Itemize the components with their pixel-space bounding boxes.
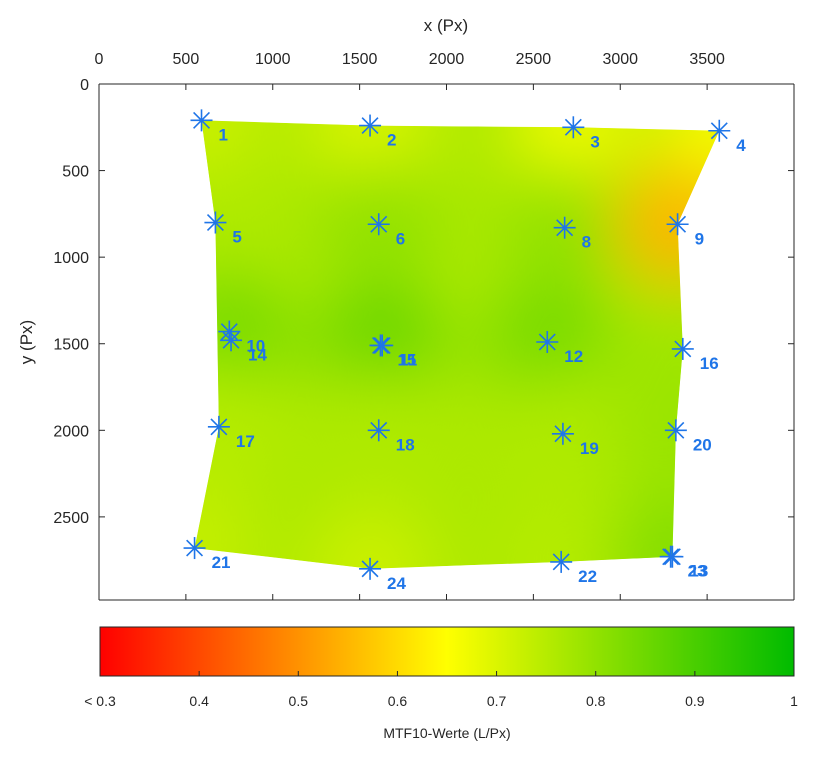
point-label: 15	[397, 350, 416, 369]
colorbar-tick-label: 0.5	[289, 693, 309, 709]
x-tick-label: 2000	[429, 51, 465, 68]
point-label: 20	[693, 435, 712, 454]
colorbar-tick-label: < 0.3	[84, 693, 116, 709]
y-ticks: 0 500 1000 1500 2000 2500	[53, 77, 794, 527]
x-tick-label: 1000	[255, 51, 291, 68]
point-marker	[369, 334, 392, 357]
surface-sample	[194, 486, 257, 569]
point-marker	[664, 419, 687, 442]
colorbar-title: MTF10-Werte (L/Px)	[383, 725, 510, 741]
surface-sample	[308, 506, 433, 569]
point-label: 2	[387, 131, 396, 150]
point-label: 8	[582, 233, 591, 252]
point-label: 4	[736, 136, 746, 155]
point-label: 21	[212, 553, 231, 572]
point-label: 5	[232, 228, 241, 247]
point-marker	[367, 419, 390, 442]
x-tick-label: 3500	[689, 51, 725, 68]
point-marker	[551, 422, 574, 445]
point-marker	[190, 109, 213, 132]
colorbar-tick-label: 0.9	[685, 693, 705, 709]
point-label: 9	[695, 229, 704, 248]
x-ticks: 0 500 1000 1500 2000 2500 3000 3500	[95, 51, 725, 600]
point-marker	[359, 114, 382, 137]
y-tick-label: 0	[80, 77, 89, 94]
point-marker	[671, 337, 694, 360]
point-marker	[553, 216, 576, 239]
colorbar-tick-label: 0.4	[189, 693, 209, 709]
colorbar	[99, 626, 795, 677]
point-marker	[550, 550, 573, 573]
point-marker	[359, 557, 382, 580]
point-label: 11	[399, 350, 417, 369]
point-marker	[562, 116, 585, 139]
x-tick-label: 1500	[342, 51, 378, 68]
point-marker	[204, 211, 227, 234]
point-marker	[367, 213, 390, 236]
colorbar-tick-label: 0.8	[586, 693, 606, 709]
point-marker	[661, 545, 684, 568]
colorbar-ticks: < 0.3 0.4 0.5 0.6 0.7 0.8 0.9 1	[84, 671, 798, 709]
point-label: 22	[578, 567, 597, 586]
point-label: 19	[580, 439, 599, 458]
surface-sample	[194, 120, 264, 183]
x-tick-label: 2500	[516, 51, 552, 68]
x-tick-label: 3000	[602, 51, 638, 68]
point-label: 13	[689, 562, 708, 581]
point-marker	[207, 415, 230, 438]
x-axis-title: x (Px)	[424, 16, 468, 35]
colorbar-tick-label: 0.6	[388, 693, 408, 709]
y-tick-label: 1500	[53, 337, 89, 354]
point-label: 1	[219, 125, 228, 144]
point-marker	[220, 329, 243, 352]
point-label: 17	[236, 432, 255, 451]
point-marker	[708, 119, 731, 142]
point-label: 23	[688, 562, 707, 581]
x-tick-label: 0	[95, 51, 104, 68]
point-label: 24	[387, 574, 406, 593]
point-label: 6	[396, 229, 405, 248]
point-marker	[183, 537, 206, 560]
point-label: 10	[246, 337, 265, 356]
point-marker	[666, 213, 689, 236]
x-tick-label: 500	[173, 51, 200, 68]
point-label: 16	[700, 354, 719, 373]
y-tick-label: 2000	[53, 423, 89, 440]
y-tick-label: 2500	[53, 510, 89, 527]
point-label: 14	[248, 345, 267, 364]
point-label: 12	[564, 347, 583, 366]
y-axis-title: y (Px)	[17, 320, 36, 364]
point-label: 18	[396, 435, 415, 454]
colorbar-tick-label: 1	[790, 693, 798, 709]
y-tick-label: 1000	[53, 250, 89, 267]
point-marker	[536, 331, 559, 353]
y-tick-label: 500	[62, 164, 89, 181]
point-label: 3	[590, 132, 599, 151]
colorbar-tick-label: 0.7	[487, 693, 507, 709]
